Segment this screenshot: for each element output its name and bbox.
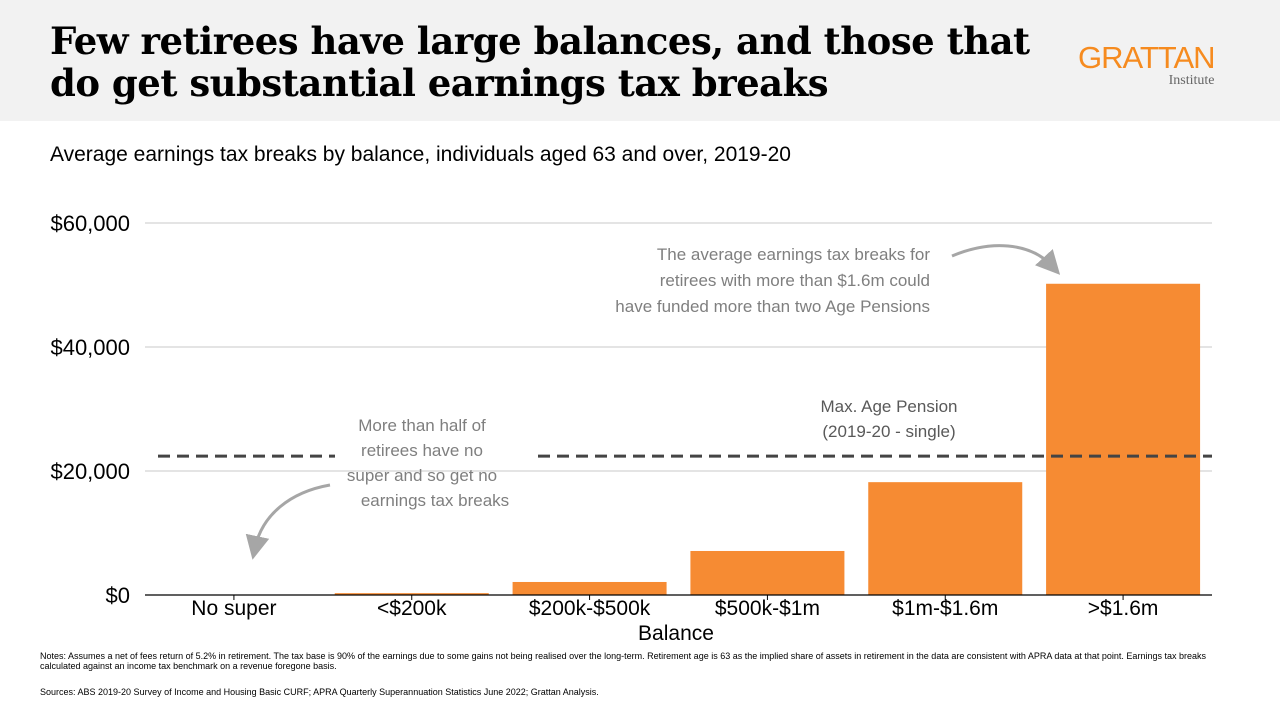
ref-line-label-1: Max. Age Pension (820, 397, 957, 416)
chart-sources: Sources: ABS 2019-20 Survey of Income an… (40, 687, 599, 697)
arrow-icon (245, 483, 331, 560)
bar (1046, 283, 1201, 595)
x-tick-label: <$200k (377, 597, 447, 620)
bar (868, 482, 1023, 595)
annotation-line: retirees with more than $1.6m could (660, 271, 930, 290)
x-tick-label: >$1.6m (1088, 597, 1159, 620)
bar (334, 593, 489, 595)
annotation-line: retirees have no (361, 441, 483, 460)
ref-line-label-2: (2019-20 - single) (822, 422, 955, 441)
annotation-line: super and so get no (347, 466, 497, 485)
x-tick-label: $500k-$1m (715, 597, 820, 620)
bar (512, 581, 667, 595)
x-tick-label: $200k-$500k (529, 597, 651, 620)
chart-title: Average earnings tax breaks by balance, … (50, 143, 791, 166)
logo-subtitle: Institute (1168, 73, 1215, 88)
x-tick-label: No super (191, 597, 276, 620)
chart-notes: Notes: Assumes a net of fees return of 5… (40, 651, 1206, 671)
y-tick-label: $20,000 (50, 459, 130, 484)
y-tick-label: $60,000 (50, 211, 130, 236)
annotation-large-balance: The average earnings tax breaks for reti… (615, 245, 930, 316)
header-band: Few retirees have large balances, and th… (0, 0, 1280, 121)
grattan-logo: GRATTAN Institute (1078, 40, 1216, 88)
x-tick-label: $1m-$1.6m (892, 597, 998, 620)
y-tick-label: $40,000 (50, 335, 130, 360)
annotation-line: More than half of (358, 416, 486, 435)
page-title: Few retirees have large balances, and th… (50, 19, 1030, 105)
y-tick-label: $0 (106, 583, 130, 608)
arrow-icon (951, 244, 1061, 275)
annotation-line: The average earnings tax breaks for (657, 245, 930, 264)
x-axis-title: Balance (638, 622, 714, 645)
annotation-line: have funded more than two Age Pensions (615, 297, 930, 316)
logo-wordmark: GRATTAN (1078, 40, 1216, 75)
annotation-line: earnings tax breaks (361, 491, 509, 510)
annotation-no-super: More than half of retirees have no super… (347, 416, 509, 510)
bar (690, 550, 845, 595)
